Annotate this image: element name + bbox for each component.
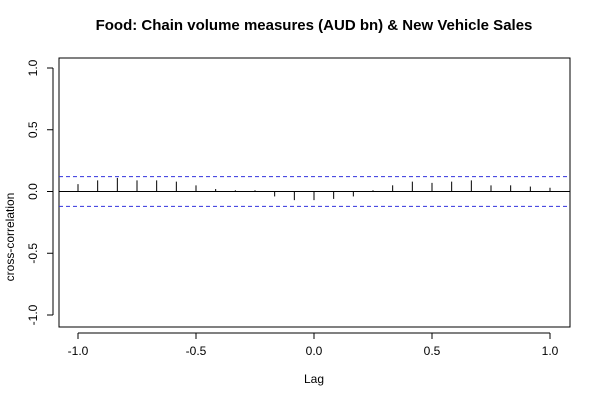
plot-frame [58,57,571,328]
y-axis-label: cross-correlation [3,193,17,282]
x-axis-label: Lag [304,372,324,386]
x-tick-label: -0.5 [186,344,207,358]
x-tick-label: -1.0 [68,344,89,358]
x-tick-label: 0.0 [306,344,323,358]
x-axis: -1.0 -0.5 0.0 0.5 1.0 [68,332,559,358]
correlation-bars [77,177,551,201]
confidence-bounds [59,176,570,207]
y-tick-label: -0.5 [26,243,40,264]
chart-title: Food: Chain volume measures (AUD bn) & N… [96,17,533,34]
y-tick-label: -1.0 [26,304,40,325]
y-axis: -1.0 -0.5 0.0 0.5 1.0 [26,59,54,325]
y-tick-label: 0.0 [26,183,40,200]
x-tick-label: 0.5 [424,344,441,358]
y-tick-label: 0.5 [26,121,40,138]
x-tick-label: 1.0 [542,344,559,358]
y-tick-label: 1.0 [26,59,40,76]
